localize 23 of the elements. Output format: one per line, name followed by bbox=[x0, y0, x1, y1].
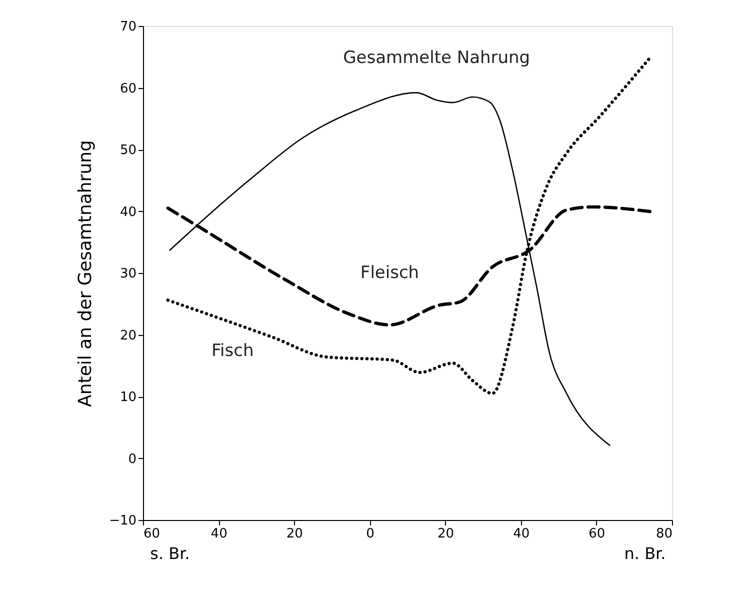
y-tick-label: −10 bbox=[109, 514, 136, 528]
series-label: Fleisch bbox=[360, 262, 420, 283]
y-tick-label: 50 bbox=[120, 143, 136, 158]
y-tick-label: 60 bbox=[120, 81, 136, 96]
x-tick-label: 80 bbox=[656, 526, 672, 542]
series-label: Fisch bbox=[211, 341, 254, 362]
x-tick-label: 0 bbox=[366, 526, 374, 542]
x-tick-label: 20 bbox=[438, 526, 454, 542]
y-tick-label: 10 bbox=[120, 390, 136, 405]
y-tick-label: 40 bbox=[120, 204, 136, 220]
y-tick-label: 30 bbox=[120, 266, 136, 282]
y-tick-label: 70 bbox=[120, 20, 136, 34]
text: Gesammelte Nahrung bbox=[343, 48, 530, 68]
x-tick-label: 60 bbox=[588, 526, 606, 542]
x-tick-label: 40 bbox=[210, 526, 228, 542]
text: s. Br. bbox=[150, 544, 190, 563]
y-axis-title: Anteil an der Gesamtnahrung bbox=[75, 140, 96, 407]
text: n. Br. bbox=[624, 544, 666, 563]
x-tick-label: 60 bbox=[144, 526, 160, 542]
y-tick-label: 20 bbox=[120, 328, 136, 344]
x-tick-label: 20 bbox=[286, 526, 303, 542]
y-tick-label: 0 bbox=[128, 452, 136, 467]
x-tick-label: 40 bbox=[513, 526, 530, 542]
